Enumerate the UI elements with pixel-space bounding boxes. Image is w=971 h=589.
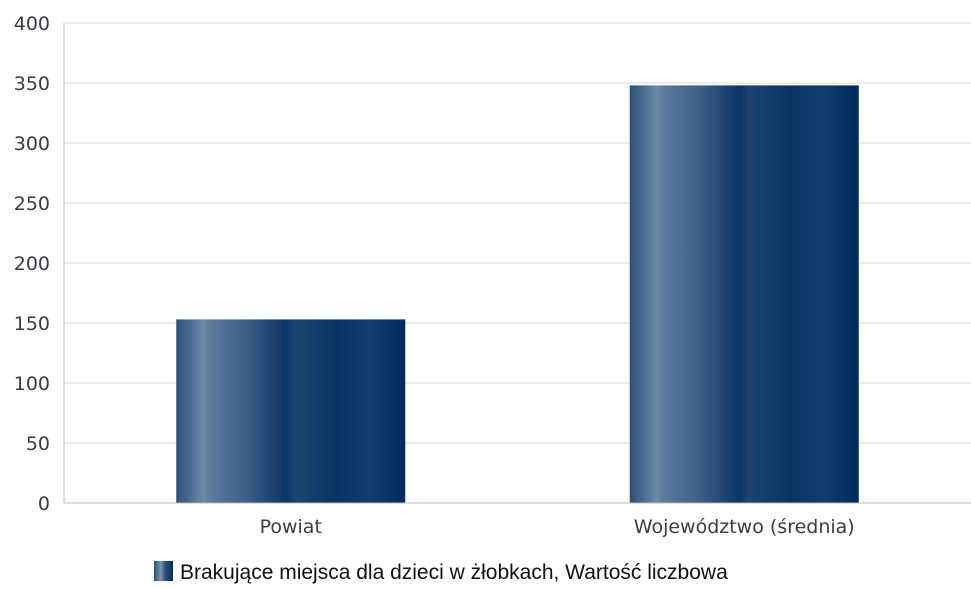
y-tick-label: 350 xyxy=(14,73,50,95)
bars xyxy=(176,85,859,504)
bar xyxy=(176,319,406,503)
y-axis-ticks: 0 50 100 150 200 250 300 350 400 xyxy=(14,13,50,515)
y-tick-label: 150 xyxy=(14,313,50,335)
y-tick-label: 300 xyxy=(14,133,50,155)
x-axis-categories: Powiat Województwo (średnia) xyxy=(260,516,855,538)
y-tick-label: 200 xyxy=(14,253,50,275)
y-tick-label: 400 xyxy=(14,13,50,35)
y-tick-label: 50 xyxy=(26,433,50,455)
y-tick-label: 250 xyxy=(14,193,50,215)
legend-label: Brakujące miejsca dla dzieci w żłobkach,… xyxy=(180,561,728,584)
legend: Brakujące miejsca dla dzieci w żłobkach,… xyxy=(154,561,728,584)
x-category-label: Powiat xyxy=(260,516,322,538)
y-tick-label: 100 xyxy=(14,373,50,395)
legend-swatch xyxy=(154,561,173,581)
y-tick-label: 0 xyxy=(38,493,50,515)
x-category-label: Województwo (średnia) xyxy=(634,516,855,538)
bar xyxy=(629,85,859,504)
